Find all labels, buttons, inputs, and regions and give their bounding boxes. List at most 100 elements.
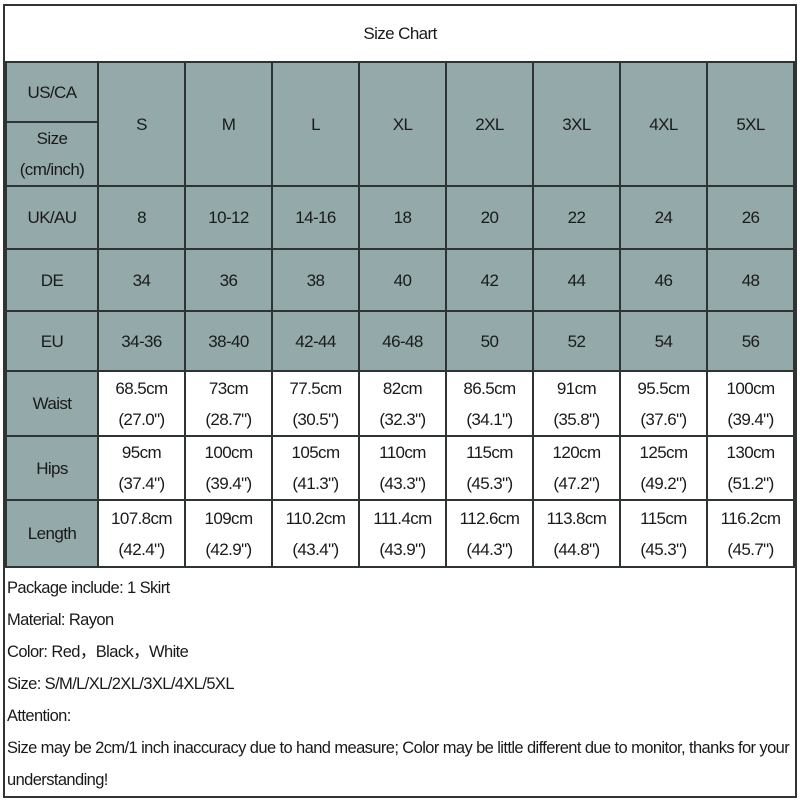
hips-cell: 95cm (37.4"): [97, 435, 186, 501]
length-cm: 107.8cm: [110, 508, 173, 528]
length-inch: (43.9"): [379, 539, 426, 559]
eu-cell: 46-48: [358, 310, 447, 372]
waist-cm: 91cm: [556, 378, 597, 398]
product-notes: Package include: 1 Skirt Material: Rayon C…: [5, 568, 795, 796]
waist-inch: (34.1"): [466, 409, 513, 429]
label-de: DE: [5, 248, 99, 312]
size-header-L: L: [271, 61, 360, 187]
uk-cell: 18: [358, 185, 447, 250]
uk-cell: 26: [705, 185, 796, 250]
waist-cm: 95.5cm: [637, 378, 690, 398]
length-cm: 113.8cm: [546, 508, 607, 528]
hips-inch: (37.4"): [118, 474, 165, 493]
note-line: Size may be 2cm/1 inch inaccuracy due to…: [7, 739, 790, 789]
waist-cm: 82cm: [382, 378, 423, 398]
size-header-3XL: 3XL: [532, 61, 621, 187]
hips-inch: (43.3"): [379, 474, 426, 493]
length-cell: 107.8cm (42.4"): [97, 499, 186, 568]
hips-cm: 125cm: [639, 443, 688, 462]
waist-cm: 100cm: [726, 378, 776, 398]
de-cell: 44: [532, 248, 621, 312]
waist-cm: 68.5cm: [115, 378, 168, 398]
hips-cell: 130cm (51.2"): [705, 435, 796, 501]
waist-cell: 68.5cm (27.0"): [97, 370, 186, 437]
length-inch: (44.3"): [466, 539, 513, 559]
length-inch: (42.9"): [205, 539, 252, 559]
note-line: Color: Red，Black，White: [7, 643, 189, 661]
eu-cell: 34-36: [97, 310, 186, 372]
waist-inch: (30.5"): [292, 409, 339, 429]
waist-inch: (32.3"): [379, 409, 426, 429]
hips-cell: 120cm (47.2"): [532, 435, 621, 501]
length-cm: 115cm: [640, 508, 687, 528]
size-chart: Size Chart US/CA S M L XL 2XL 3XL 4XL 5XL Size (…: [3, 4, 797, 798]
label-waist: Waist: [5, 370, 99, 437]
hips-cell: 115cm (45.3"): [445, 435, 534, 501]
length-inch: (44.8"): [553, 539, 600, 559]
length-cell: 110.2cm (43.4"): [271, 499, 360, 568]
de-cell: 38: [271, 248, 360, 312]
waist-inch: (39.4"): [727, 409, 774, 429]
de-cell: 42: [445, 248, 534, 312]
waist-cell: 100cm (39.4"): [705, 370, 796, 437]
length-inch: (45.7"): [727, 539, 774, 559]
length-cell: 109cm (42.9"): [184, 499, 273, 568]
note-line: Attention:: [7, 707, 71, 725]
eu-cell: 38-40: [184, 310, 273, 372]
length-cell: 116.2cm (45.7"): [705, 499, 796, 568]
label-us-ca: US/CA: [5, 61, 99, 123]
eu-cell: 42-44: [271, 310, 360, 372]
waist-cell: 82cm (32.3"): [358, 370, 447, 437]
length-cm: 109cm: [204, 508, 253, 528]
label-eu: EU: [5, 310, 99, 372]
note-line: Package include: 1 Skirt: [7, 579, 170, 597]
size-header-M: M: [184, 61, 273, 187]
size-header-2XL: 2XL: [445, 61, 534, 187]
hips-cell: 125cm (49.2"): [619, 435, 708, 501]
hips-cm: 130cm: [726, 443, 776, 462]
length-cell: 112.6cm (44.3"): [445, 499, 534, 568]
waist-inch: (28.7"): [205, 409, 252, 429]
uk-cell: 20: [445, 185, 534, 250]
hips-inch: (39.4"): [205, 474, 252, 493]
label-size: Size (cm/inch): [5, 121, 99, 187]
waist-cell: 95.5cm (37.6"): [619, 370, 708, 437]
uk-cell: 8: [97, 185, 186, 250]
waist-cm: 77.5cm: [289, 378, 342, 398]
waist-cell: 91cm (35.8"): [532, 370, 621, 437]
de-cell: 34: [97, 248, 186, 312]
uk-cell: 22: [532, 185, 621, 250]
length-cm: 112.6cm: [459, 508, 520, 528]
length-cm: 111.4cm: [373, 508, 432, 528]
size-header-S: S: [97, 61, 186, 187]
length-inch: (42.4"): [118, 539, 165, 559]
length-cell: 113.8cm (44.8"): [532, 499, 621, 568]
chart-title: Size Chart: [6, 6, 795, 63]
hips-inch: (51.2"): [727, 474, 774, 493]
hips-cm: 100cm: [204, 443, 253, 462]
eu-cell: 50: [445, 310, 534, 372]
waist-cell: 77.5cm (30.5"): [271, 370, 360, 437]
length-cm: 116.2cm: [720, 508, 781, 528]
waist-inch: (35.8"): [553, 409, 600, 429]
hips-cell: 105cm (41.3"): [271, 435, 360, 501]
de-cell: 40: [358, 248, 447, 312]
length-inch: (45.3"): [640, 539, 687, 559]
hips-inch: (41.3"): [292, 474, 339, 493]
hips-cm: 95cm: [121, 443, 162, 462]
de-cell: 46: [619, 248, 708, 312]
waist-cm: 86.5cm: [463, 378, 516, 398]
waist-inch: (27.0"): [118, 409, 165, 429]
hips-inch: (47.2"): [553, 474, 600, 493]
hips-inch: (45.3"): [466, 474, 513, 493]
waist-cell: 73cm (28.7"): [184, 370, 273, 437]
label-length: Length: [5, 499, 99, 568]
length-inch: (43.4"): [292, 539, 339, 559]
hips-cell: 110cm (43.3"): [358, 435, 447, 501]
length-cm: 110.2cm: [285, 508, 346, 528]
waist-inch: (37.6"): [640, 409, 687, 429]
hips-cm: 110cm: [379, 443, 426, 462]
size-table: Size Chart US/CA S M L XL 2XL 3XL 4XL 5XL Size (…: [5, 6, 796, 568]
label-uk-au: UK/AU: [5, 185, 99, 250]
eu-cell: 52: [532, 310, 621, 372]
